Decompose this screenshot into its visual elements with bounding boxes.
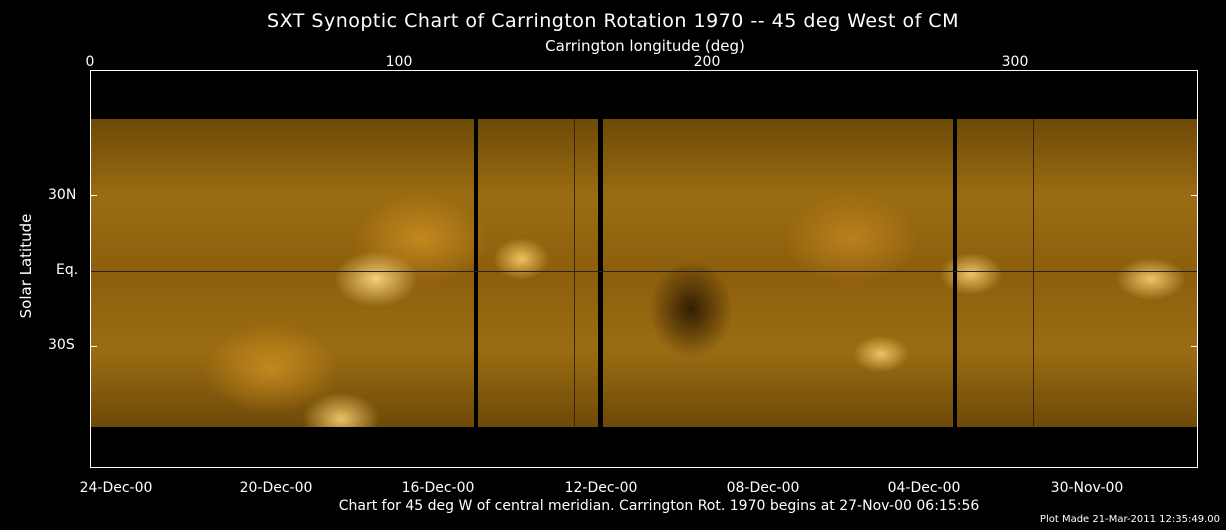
data-gap-line [953, 119, 957, 427]
chart-caption: Chart for 45 deg W of central meridian. … [338, 498, 980, 514]
bottom-tick-label: 24-Dec-00 [79, 480, 153, 496]
bottom-tick-label: 20-Dec-00 [239, 480, 313, 496]
top-tick-label: 300 [1001, 54, 1029, 70]
bottom-tick-label: 30-Nov-00 [1050, 480, 1124, 496]
data-gap-line [598, 119, 603, 427]
top-tick-label: 100 [385, 54, 413, 70]
equator-line [91, 271, 1197, 272]
top-axis-label: Carrington longitude (deg) [545, 37, 745, 55]
lat-tickmark [91, 346, 97, 347]
bottom-tick-label: 04-Dec-00 [887, 480, 961, 496]
left-tick-label: 30S [48, 337, 75, 353]
left-axis-label: Solar Latitude [17, 213, 35, 319]
bottom-tick-label: 16-Dec-00 [401, 480, 475, 496]
top-tick-label: 0 [85, 54, 95, 70]
data-gap-line [574, 119, 575, 427]
synoptic-map-image [91, 119, 1197, 427]
left-tick-label: Eq. [56, 262, 79, 278]
bottom-tick-label: 12-Dec-00 [564, 480, 638, 496]
data-gap-line [474, 119, 478, 427]
left-tick-label: 30N [48, 187, 77, 203]
lat-tickmark [1191, 195, 1197, 196]
plot-timestamp: Plot Made 21-Mar-2011 12:35:49.00 [1039, 514, 1220, 525]
synoptic-map-frame [90, 70, 1198, 468]
data-gap-line [1033, 119, 1034, 427]
lat-tickmark [91, 195, 97, 196]
top-tick-label: 200 [693, 54, 721, 70]
bottom-tick-label: 08-Dec-00 [726, 480, 800, 496]
lat-tickmark [1191, 346, 1197, 347]
chart-title: SXT Synoptic Chart of Carrington Rotatio… [267, 10, 959, 32]
